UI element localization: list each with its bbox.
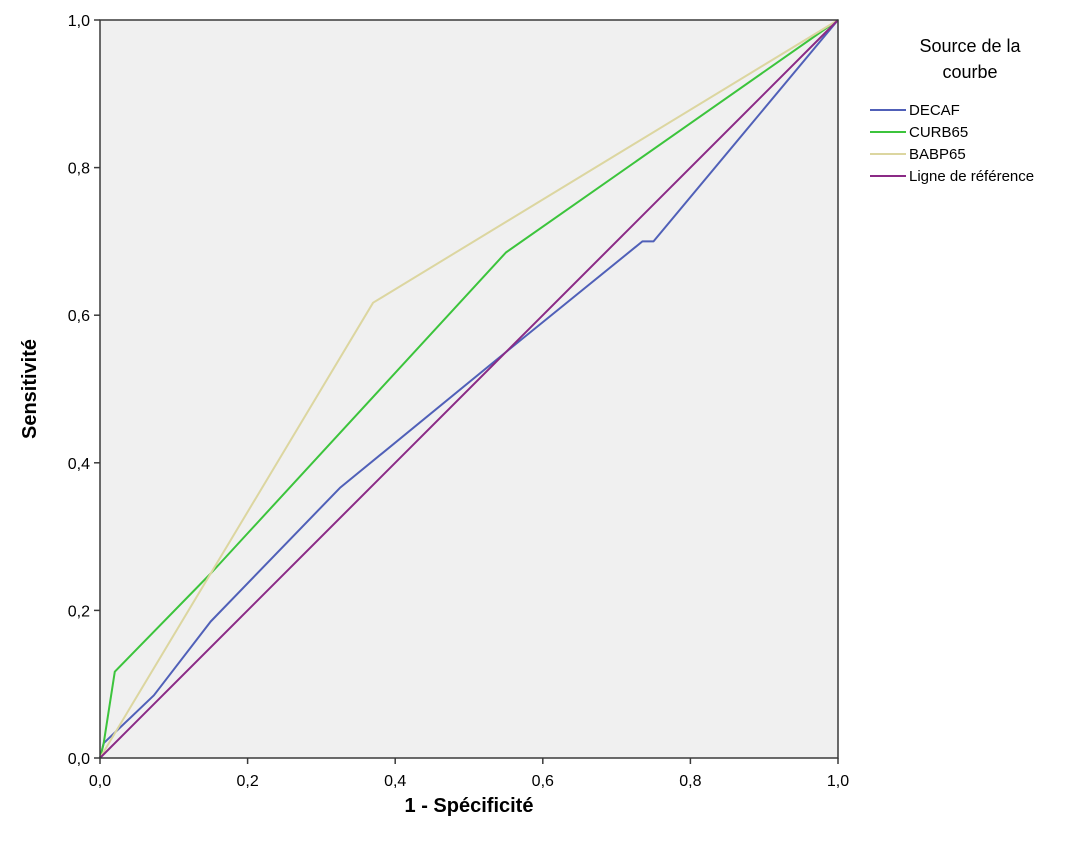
x-axis-title: 1 - Spécificité xyxy=(405,795,534,817)
y-tick-label: 0,6 xyxy=(68,308,90,325)
series-line-babp65 xyxy=(99,19,839,759)
legend-label: DECAF xyxy=(909,102,960,119)
x-tick-label: 0,8 xyxy=(679,773,701,790)
legend-label: BABP65 xyxy=(909,146,966,163)
legend: Source de la courbe DECAF CURB65 BABP65 Lig… xyxy=(870,36,1034,185)
x-tick-label: 0,0 xyxy=(89,773,111,790)
series-line-decaf xyxy=(99,19,839,759)
y-tick-label: 0,2 xyxy=(68,603,90,620)
x-tick-label: 1,0 xyxy=(827,773,849,790)
y-tick-label: 0,4 xyxy=(68,456,90,473)
legend-label: CURB65 xyxy=(909,124,968,141)
y-axis-ticks: 0,0 0,2 0,4 0,6 0,8 1,0 xyxy=(68,13,100,768)
legend-items: DECAF CURB65 BABP65 Ligne de référence xyxy=(870,102,1034,185)
series-line-curb65 xyxy=(99,19,839,759)
series-line-ligne-de-r-f-rence xyxy=(99,19,839,759)
y-tick-label: 0,0 xyxy=(68,751,90,768)
y-tick-label: 0,8 xyxy=(68,161,90,178)
plot-frame xyxy=(99,19,839,759)
x-tick-label: 0,2 xyxy=(236,773,258,790)
x-tick-label: 0,6 xyxy=(532,773,554,790)
series-layer xyxy=(99,19,839,759)
x-axis-ticks: 0,0 0,2 0,4 0,6 0,8 1,0 xyxy=(89,758,849,790)
legend-label: Ligne de référence xyxy=(909,168,1034,185)
y-tick-label: 1,0 xyxy=(68,13,90,30)
y-axis-title: Sensitivité xyxy=(19,339,41,439)
x-tick-label: 0,4 xyxy=(384,773,406,790)
legend-title-line-2: courbe xyxy=(942,62,997,82)
legend-title-line-1: Source de la xyxy=(919,36,1021,56)
